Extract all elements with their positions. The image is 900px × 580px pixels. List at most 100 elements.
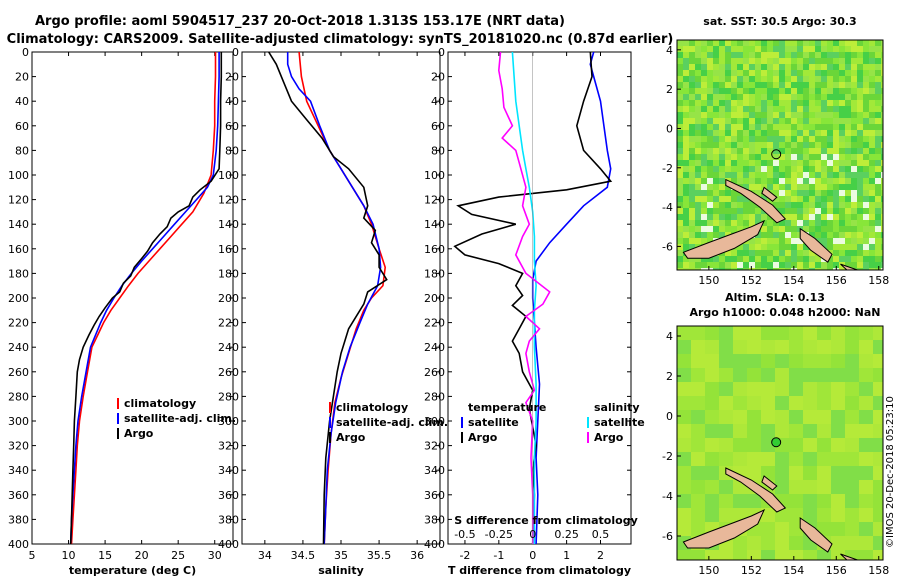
map-cell bbox=[785, 244, 791, 250]
map-cell bbox=[869, 250, 875, 256]
map-cell bbox=[857, 208, 863, 214]
map-cell bbox=[755, 88, 761, 94]
map-cell bbox=[691, 382, 705, 396]
map-cell bbox=[803, 250, 809, 256]
map-cell bbox=[863, 154, 869, 160]
map-cell bbox=[869, 208, 875, 214]
map-cell bbox=[677, 82, 683, 88]
map-cell bbox=[743, 160, 749, 166]
map-cell bbox=[821, 100, 827, 106]
map-cell bbox=[677, 232, 683, 238]
map-cell bbox=[875, 226, 881, 232]
map-cell bbox=[775, 382, 789, 396]
map-cell bbox=[845, 106, 851, 112]
map-cell bbox=[707, 94, 713, 100]
map-cell bbox=[731, 190, 737, 196]
map-cell bbox=[857, 118, 863, 124]
map-cell bbox=[767, 94, 773, 100]
map-cell bbox=[857, 64, 863, 70]
map-cell bbox=[701, 238, 707, 244]
map-cell bbox=[755, 82, 761, 88]
map-cell bbox=[827, 172, 833, 178]
map-cell bbox=[789, 354, 803, 368]
map-cell bbox=[707, 268, 713, 270]
series-line-satellite-adj-clim- bbox=[286, 52, 382, 544]
map-cell bbox=[695, 214, 701, 220]
map-cell bbox=[737, 40, 743, 46]
map-cell bbox=[881, 184, 883, 190]
map-cell bbox=[809, 130, 815, 136]
map-cell bbox=[821, 238, 827, 244]
map-cell bbox=[859, 452, 873, 466]
map-cell bbox=[677, 410, 691, 424]
map-cell bbox=[791, 82, 797, 88]
map-cell bbox=[743, 70, 749, 76]
map-cell bbox=[731, 268, 737, 270]
map-cell bbox=[845, 118, 851, 124]
map-cell bbox=[833, 88, 839, 94]
map-cell bbox=[809, 220, 815, 226]
map-cell bbox=[791, 154, 797, 160]
map-cell bbox=[725, 208, 731, 214]
y-tick-label: 120 bbox=[424, 194, 445, 207]
map-cell bbox=[707, 124, 713, 130]
y-tick-label: 0 bbox=[22, 46, 29, 59]
map-cell bbox=[755, 142, 761, 148]
map-cell bbox=[797, 82, 803, 88]
map-cell bbox=[845, 396, 859, 410]
map-cell bbox=[875, 238, 881, 244]
map-cell bbox=[691, 424, 705, 438]
map-cell bbox=[773, 40, 779, 46]
map-cell bbox=[731, 250, 737, 256]
map-cell bbox=[719, 82, 725, 88]
map-cell bbox=[761, 220, 767, 226]
map-cell bbox=[833, 40, 839, 46]
map-cell bbox=[785, 142, 791, 148]
map-cell bbox=[683, 148, 689, 154]
map-cell bbox=[789, 368, 803, 382]
map-cell bbox=[683, 208, 689, 214]
map-cell bbox=[815, 76, 821, 82]
map-cell bbox=[719, 64, 725, 70]
legend-label: satellite-adj. clim. bbox=[124, 412, 236, 425]
map-cell bbox=[775, 550, 789, 560]
map-cell bbox=[859, 550, 873, 560]
map-cell bbox=[857, 76, 863, 82]
map-cell bbox=[725, 166, 731, 172]
map-cell bbox=[803, 142, 809, 148]
map-cell bbox=[719, 190, 725, 196]
legend-label: Argo bbox=[468, 431, 498, 444]
map-cell bbox=[791, 178, 797, 184]
map-cell bbox=[845, 466, 859, 480]
map-cell bbox=[747, 438, 761, 452]
map-cell bbox=[689, 40, 695, 46]
map-cell bbox=[713, 268, 719, 270]
map-cell bbox=[827, 232, 833, 238]
map-cell bbox=[743, 244, 749, 250]
map-cell bbox=[695, 178, 701, 184]
map-cell bbox=[833, 52, 839, 58]
map-cell bbox=[797, 178, 803, 184]
map-cell bbox=[817, 508, 831, 522]
map-cell bbox=[719, 172, 725, 178]
map-cell bbox=[803, 226, 809, 232]
map-cell bbox=[827, 106, 833, 112]
map-cell bbox=[785, 232, 791, 238]
map-cell bbox=[815, 82, 821, 88]
map-cell bbox=[863, 184, 869, 190]
map-cell bbox=[695, 232, 701, 238]
map-cell bbox=[707, 106, 713, 112]
map-cell bbox=[755, 64, 761, 70]
map-cell bbox=[713, 214, 719, 220]
y-tick-label: 200 bbox=[424, 292, 445, 305]
map-cell bbox=[869, 268, 875, 270]
map-cell bbox=[747, 550, 761, 560]
map-cell bbox=[839, 172, 845, 178]
map-cell bbox=[851, 250, 857, 256]
map-cell bbox=[755, 148, 761, 154]
map-cell bbox=[803, 208, 809, 214]
map-cell bbox=[755, 46, 761, 52]
map-cell bbox=[851, 106, 857, 112]
map-cell bbox=[845, 382, 859, 396]
map-cell bbox=[749, 88, 755, 94]
